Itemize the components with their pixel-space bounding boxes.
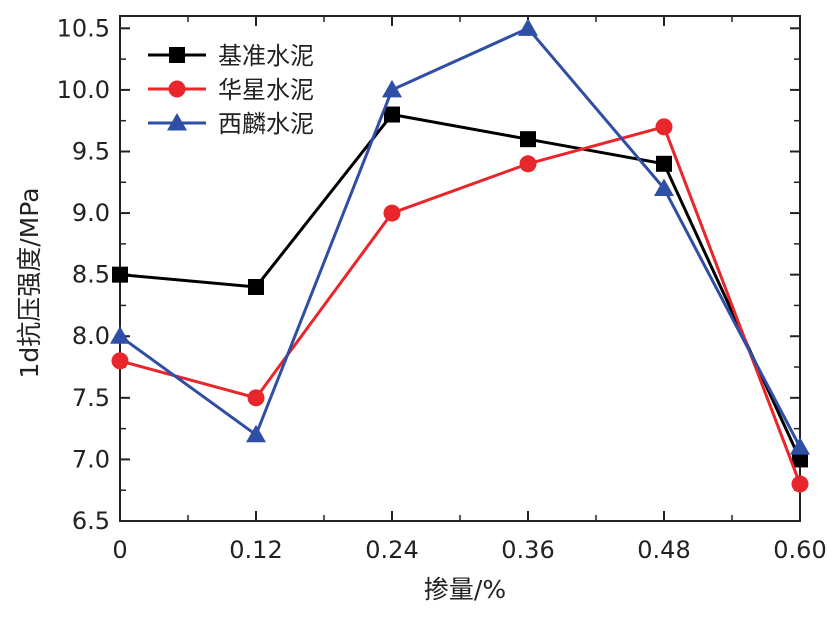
data-point [384,106,400,123]
series-line [119,26,802,448]
y-axis-title: 1d抗压强度/MPa [15,187,44,378]
data-point [655,118,673,136]
legend-marker [168,80,186,98]
legend-marker [169,47,185,63]
data-point [792,451,808,468]
data-point [248,278,264,295]
series-line [119,125,802,485]
data-point [791,475,809,493]
data-point [247,389,265,407]
y-tick-label: 6.5 [72,507,110,535]
series-1 [112,106,808,468]
data-point [110,326,130,344]
series-3 [110,18,810,455]
data-point [520,131,536,148]
legend-label: 西麟水泥 [218,110,314,138]
data-point [654,178,674,196]
x-axis-title: 掺量/% [424,575,506,604]
x-tick-label: 0.36 [501,536,554,564]
data-point [111,352,129,370]
y-tick-label: 9.5 [72,137,110,165]
axes-layer: 6.5 7.0 7.5 8.0 8.5 9.0 9.5 10.0 10.5 0 0.12 0.24 0.… [57,14,827,564]
x-tick-label: 0.12 [229,536,282,564]
data-point [518,18,538,36]
series-layer [110,18,810,493]
x-tick-label: 0.24 [365,536,418,564]
y-tick-label: 8.0 [72,322,110,350]
series-line [119,113,802,461]
data-point [519,155,537,173]
data-point [383,204,401,222]
y-tick-label: 9.0 [72,199,110,227]
data-point [112,266,128,283]
y-tick-label: 10.5 [57,14,110,42]
data-point [246,424,266,443]
legend-entry-1: 基准水泥 [148,42,314,70]
x-tick-label: 0 [112,536,127,564]
data-point [656,155,672,172]
legend-entry-3: 西麟水泥 [148,110,314,138]
data-point [382,79,402,98]
series-2 [111,118,809,493]
x-tick-label: 0.60 [773,536,826,564]
y-tick-label: 7.5 [72,384,110,412]
legend-entry-2: 华星水泥 [148,76,314,104]
legend-label: 华星水泥 [218,76,314,104]
x-tick-label: 0.48 [637,536,690,564]
y-tick-label: 7.0 [72,445,110,473]
y-tick-label: 8.5 [72,261,110,289]
legend-label: 基准水泥 [218,42,314,70]
legend-marker [167,113,187,131]
data-point [790,437,810,455]
y-tick-label: 10.0 [57,76,110,104]
